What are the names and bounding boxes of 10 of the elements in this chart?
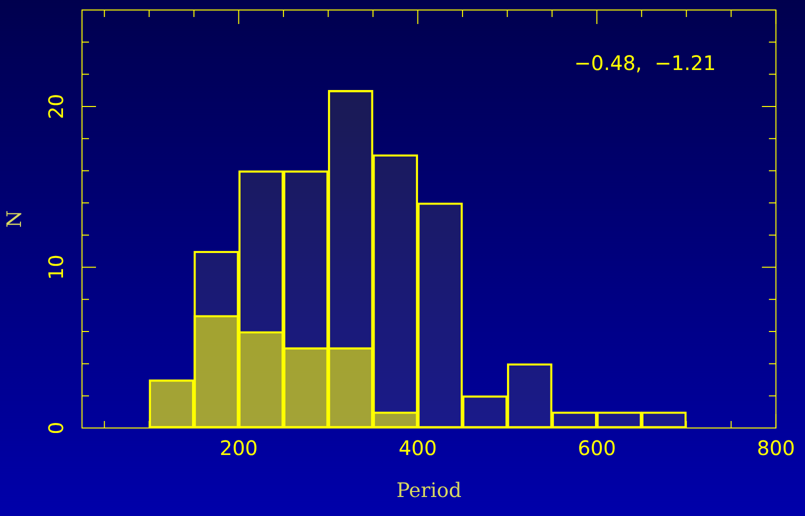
x-tick-label: 400 [398,436,437,460]
y-tick-label: 0 [44,422,68,434]
y-axis-title: N [2,210,26,228]
x-tick-label: 800 [756,436,796,460]
x-axis-title: Period [396,478,462,502]
x-tick-label: 200 [220,436,258,460]
y-tick-label: 20 [44,94,68,120]
y-tick-label: 10 [44,254,68,280]
annotation: −0.48, −1.21 [574,51,716,76]
x-tick-label: 600 [578,436,616,460]
